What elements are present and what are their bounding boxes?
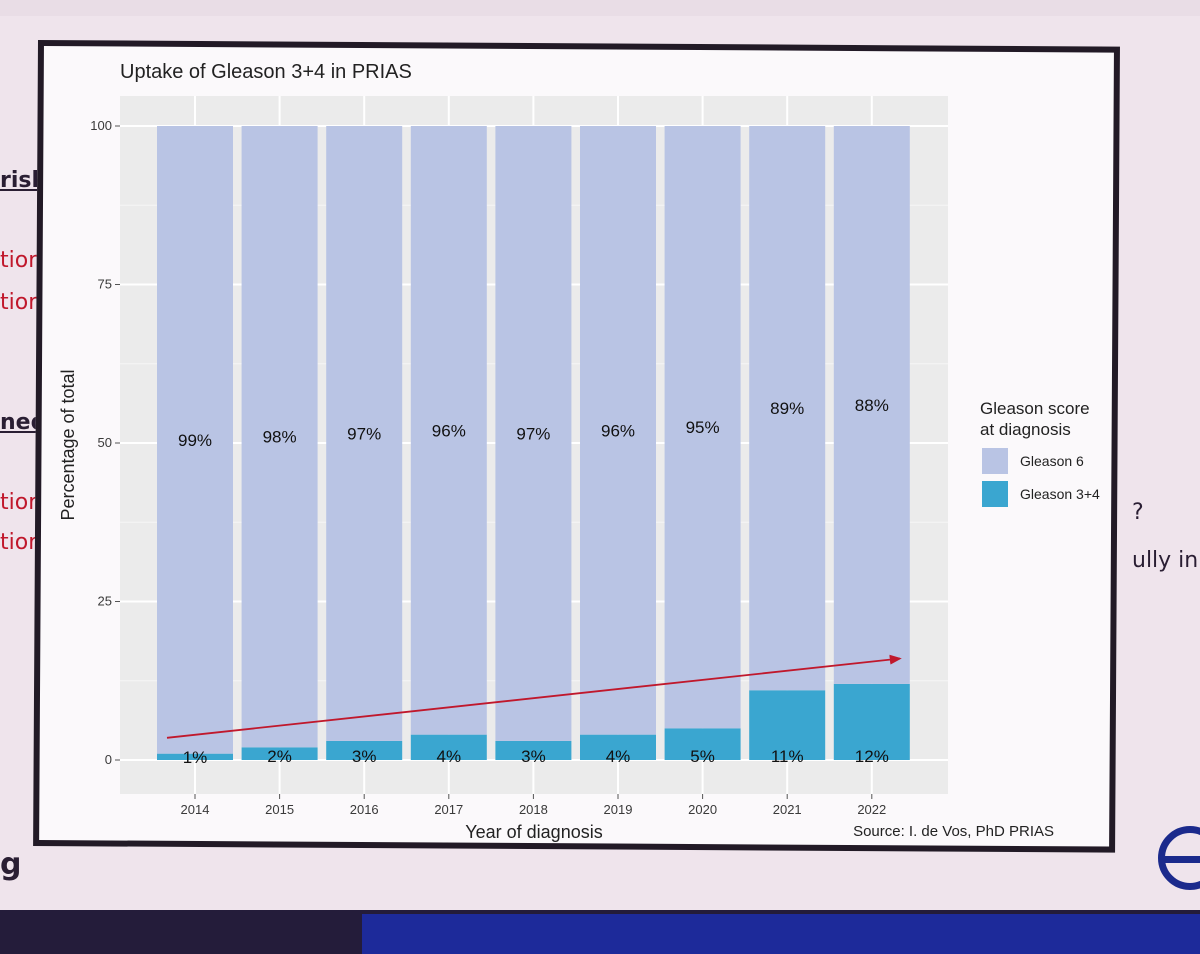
bar-label-gleason-6: 97%	[516, 424, 550, 443]
x-axis: 2014 2015 2016 2017 2018 2019 2020 2021 2022	[181, 794, 886, 817]
x-tick-label: 2021	[773, 802, 802, 817]
bar-gleason-3-4	[749, 690, 826, 760]
bar-label-gleason-3-4: 1%	[183, 748, 208, 767]
bar-label-gleason-3-4: 12%	[855, 747, 889, 766]
y-axis-title: Percentage of total	[58, 369, 78, 520]
legend-label: Gleason 3+4	[1020, 486, 1100, 502]
bar-gleason-6	[664, 126, 741, 729]
bar-gleason-6	[326, 126, 403, 741]
legend: Gleason score at diagnosis Gleason 6 Glea…	[980, 399, 1100, 507]
slide-text-fragment: tion	[0, 290, 43, 315]
chart-title: Uptake of Gleason 3+4 in PRIAS	[120, 61, 412, 83]
slide-top-strip	[0, 0, 1200, 16]
y-tick-label: 75	[98, 277, 112, 292]
bar-label-gleason-6: 97%	[347, 424, 381, 443]
bar-gleason-3-4	[157, 753, 233, 760]
x-tick-label: 2019	[604, 802, 633, 817]
bar-gleason-6	[749, 126, 826, 691]
bar-label-gleason-3-4: 3%	[352, 747, 377, 766]
bar-label-gleason-6: 88%	[855, 396, 889, 415]
bar-gleason-3-4	[664, 728, 741, 760]
slide-text-fragment: ully in	[1132, 548, 1199, 573]
legend-swatch	[982, 448, 1008, 474]
source-note: Source: I. de Vos, PhD PRIAS	[853, 823, 1054, 840]
bar-gleason-3-4	[833, 683, 910, 760]
slide-bottom-accent	[362, 914, 1200, 954]
bar-label-gleason-6: 95%	[686, 418, 720, 437]
x-tick-label: 2014	[181, 802, 210, 817]
x-tick-label: 2022	[857, 802, 886, 817]
bar-gleason-3-4	[580, 734, 656, 760]
slide-text-fragment: tion	[0, 490, 43, 515]
bar-label-gleason-6: 96%	[432, 421, 466, 440]
x-tick-label: 2015	[265, 802, 294, 817]
bar-label-gleason-3-4: 4%	[606, 747, 631, 766]
bar-gleason-6	[410, 126, 487, 735]
slide-text-fragment: ?	[1132, 500, 1144, 525]
legend-label: Gleason 6	[1020, 453, 1084, 469]
bar-label-gleason-3-4: 11%	[771, 747, 804, 766]
y-tick-label: 25	[98, 594, 112, 609]
bar-gleason-6	[580, 126, 656, 735]
legend-title-line: Gleason score	[980, 399, 1090, 418]
slide-text-fragment: tion	[0, 248, 43, 273]
bars-group: 99% 1% 98% 2% 97% 3% 96% 4% 97% 3% 96% 4% 95% 5% 89% 11…	[157, 126, 910, 767]
bar-gleason-6	[157, 126, 233, 754]
bar-label-gleason-6: 98%	[263, 428, 297, 447]
bar-label-gleason-3-4: 4%	[437, 747, 462, 766]
slide-text-fragment: g	[0, 847, 22, 882]
logo-icon-bar	[1164, 856, 1200, 863]
bar-gleason-3-4	[241, 747, 318, 760]
y-tick-label: 100	[90, 118, 112, 133]
x-axis-title: Year of diagnosis	[465, 822, 602, 842]
x-tick-label: 2020	[688, 802, 717, 817]
legend-swatch	[982, 481, 1008, 507]
bar-gleason-6	[495, 126, 572, 741]
bar-label-gleason-6: 96%	[601, 421, 635, 440]
slide-text-fragment: risk	[0, 168, 47, 193]
bar-gleason-6	[833, 126, 910, 684]
legend-title-line: at diagnosis	[980, 420, 1071, 439]
x-tick-label: 2017	[434, 802, 463, 817]
slide-text-fragment: tion	[0, 530, 43, 555]
bar-label-gleason-3-4: 3%	[521, 747, 546, 766]
bar-gleason-3-4	[326, 740, 403, 760]
bar-label-gleason-6: 99%	[178, 431, 212, 450]
bar-label-gleason-3-4: 2%	[267, 747, 292, 766]
bar-gleason-6	[241, 126, 318, 748]
bar-label-gleason-3-4: 5%	[690, 747, 715, 766]
y-axis: 0 25 50 75 100	[90, 118, 120, 767]
logo-icon	[1158, 826, 1200, 890]
trend-arrow-group	[166, 654, 902, 739]
x-tick-label: 2018	[519, 802, 548, 817]
bar-gleason-3-4	[410, 734, 487, 760]
y-tick-label: 50	[98, 435, 112, 450]
trend-arrow	[166, 654, 902, 739]
bar-label-gleason-6: 89%	[770, 399, 804, 418]
y-tick-label: 0	[105, 752, 112, 767]
bar-gleason-3-4	[495, 740, 572, 760]
x-tick-label: 2016	[350, 802, 379, 817]
